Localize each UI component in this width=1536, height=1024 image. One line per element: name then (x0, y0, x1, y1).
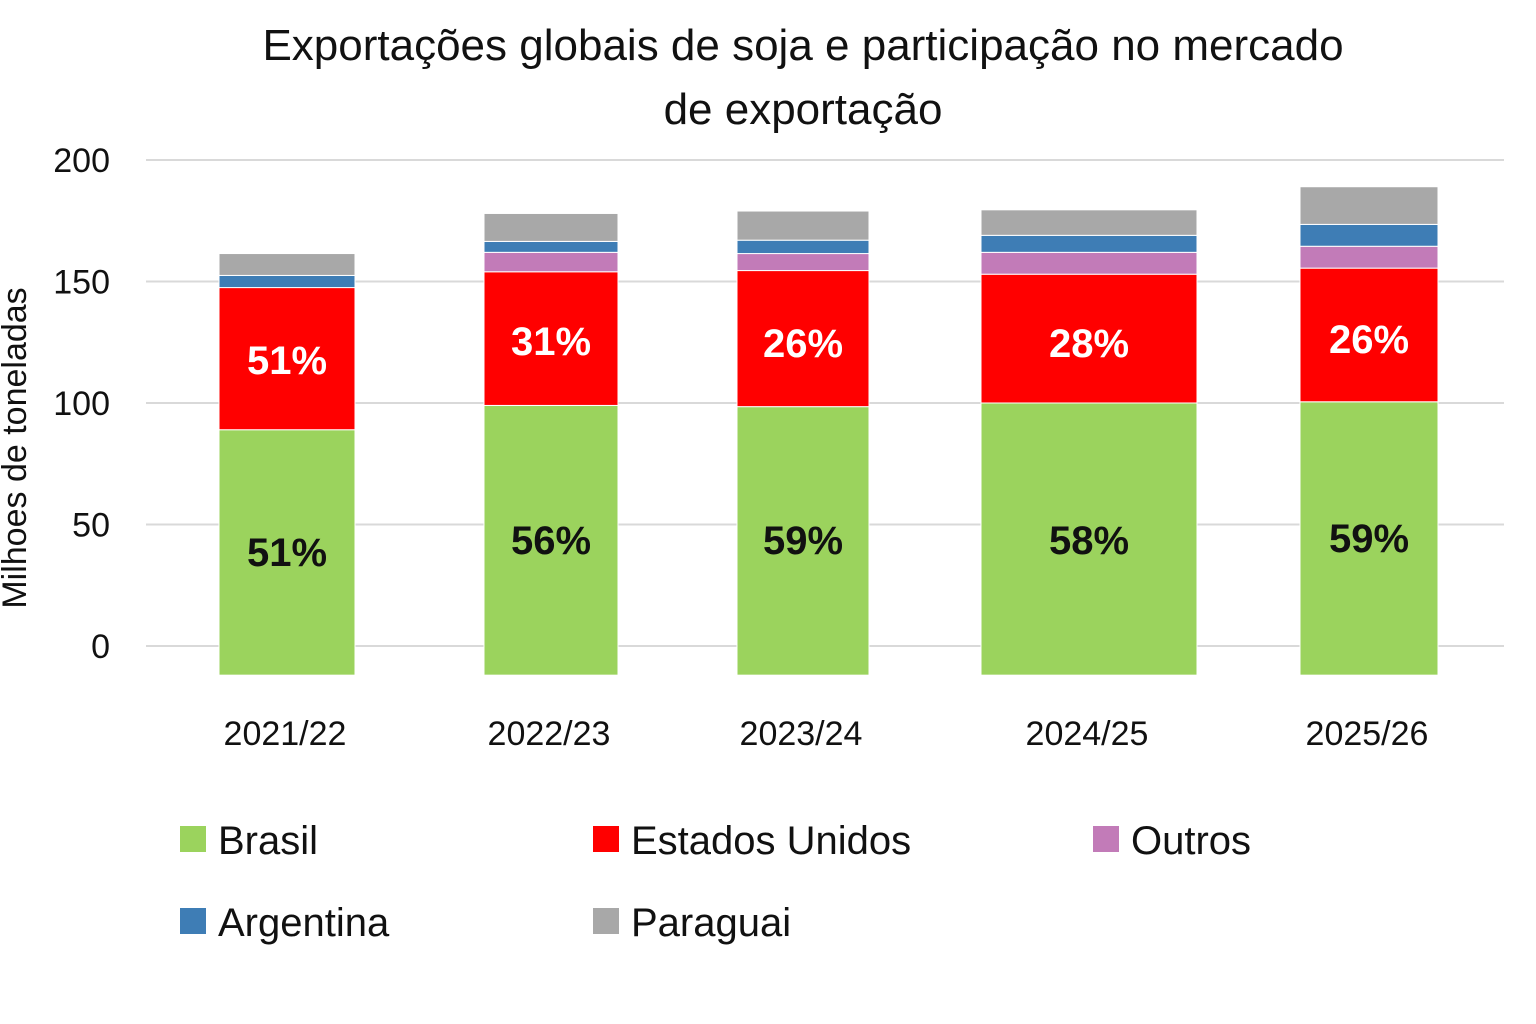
x-axis-ticks: 2021/22 2022/23 2023/24 2024/25 2025/26 (224, 715, 1429, 753)
bar-data-label: 59% (1329, 517, 1409, 561)
bar-labels: 51% 51% 56% 31% 59% 26% 58% 28% 59% 26% (247, 318, 1409, 575)
bar-data-label: 51% (247, 531, 327, 575)
bar-data-label: 58% (1049, 519, 1129, 563)
bar-segment (218, 253, 356, 276)
bars (218, 186, 1439, 676)
legend-label: Argentina (218, 901, 390, 945)
legend-label: Brasil (218, 819, 318, 863)
chart-title-line: Exportações globais de soja e participaç… (262, 21, 1343, 70)
bar-segment (980, 251, 1198, 275)
bar-segment (218, 429, 356, 676)
legend-swatch (593, 908, 619, 934)
y-tick-label: 0 (91, 628, 110, 666)
legend-swatch (593, 826, 619, 852)
y-tick-label: 150 (53, 264, 110, 302)
x-tick-label: 2022/23 (488, 715, 611, 753)
bar-segment (980, 402, 1198, 676)
bar-data-label: 26% (763, 322, 843, 366)
x-tick-label: 2023/24 (740, 715, 863, 753)
bar-segment (218, 287, 356, 431)
bar-segment (1299, 401, 1439, 676)
bar-segment (1299, 267, 1439, 403)
bar-segment (736, 210, 870, 241)
legend-swatch (180, 826, 206, 852)
chart-title: Exportações globais de soja e participaç… (262, 21, 1343, 134)
legend-swatch (180, 908, 206, 934)
bar-data-label: 59% (763, 519, 843, 563)
bar-segment (980, 209, 1198, 236)
legend-label: Paraguai (631, 901, 791, 945)
bar-segment (980, 234, 1198, 253)
bar-segment (483, 251, 619, 273)
x-tick-label: 2025/26 (1306, 715, 1429, 753)
bar-segment (980, 273, 1198, 404)
y-tick-label: 200 (53, 142, 110, 180)
legend-swatch (1093, 826, 1119, 852)
bar-segment (1299, 245, 1439, 269)
y-tick-label: 50 (72, 507, 110, 545)
legend-label: Estados Unidos (631, 819, 911, 863)
bar-segment (736, 406, 870, 676)
bar-segment (483, 404, 619, 676)
bar-data-label: 51% (247, 339, 327, 383)
bar-segment (1299, 186, 1439, 225)
bar-data-label: 28% (1049, 322, 1129, 366)
bar-data-label: 26% (1329, 318, 1409, 362)
x-tick-label: 2021/22 (224, 715, 347, 753)
bar-data-label: 31% (511, 320, 591, 364)
bar-segment (218, 274, 356, 289)
bar-segment (483, 212, 619, 242)
bar-segment (736, 239, 870, 255)
bar-segment (736, 253, 870, 272)
bar-segment (1299, 223, 1439, 247)
legend: Brasil Estados Unidos Outros Argentina Parag… (180, 819, 1251, 945)
y-axis-ticks: 0 50 100 150 200 (53, 142, 110, 666)
bar-data-label: 56% (511, 519, 591, 563)
legend-label: Outros (1131, 819, 1251, 863)
x-tick-label: 2024/25 (1026, 715, 1149, 753)
chart-title-line: de exportação (664, 85, 943, 134)
y-tick-label: 100 (53, 385, 110, 423)
bar-segment (483, 240, 619, 253)
y-axis-label: Milhoes de toneladas (0, 287, 34, 608)
